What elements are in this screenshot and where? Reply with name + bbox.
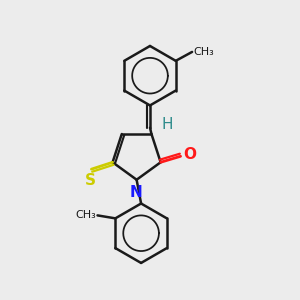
Text: CH₃: CH₃ [75,210,96,220]
Text: O: O [184,147,196,162]
Text: CH₃: CH₃ [194,47,214,57]
Text: H: H [161,117,173,132]
Text: S: S [84,173,95,188]
Text: N: N [130,185,142,200]
